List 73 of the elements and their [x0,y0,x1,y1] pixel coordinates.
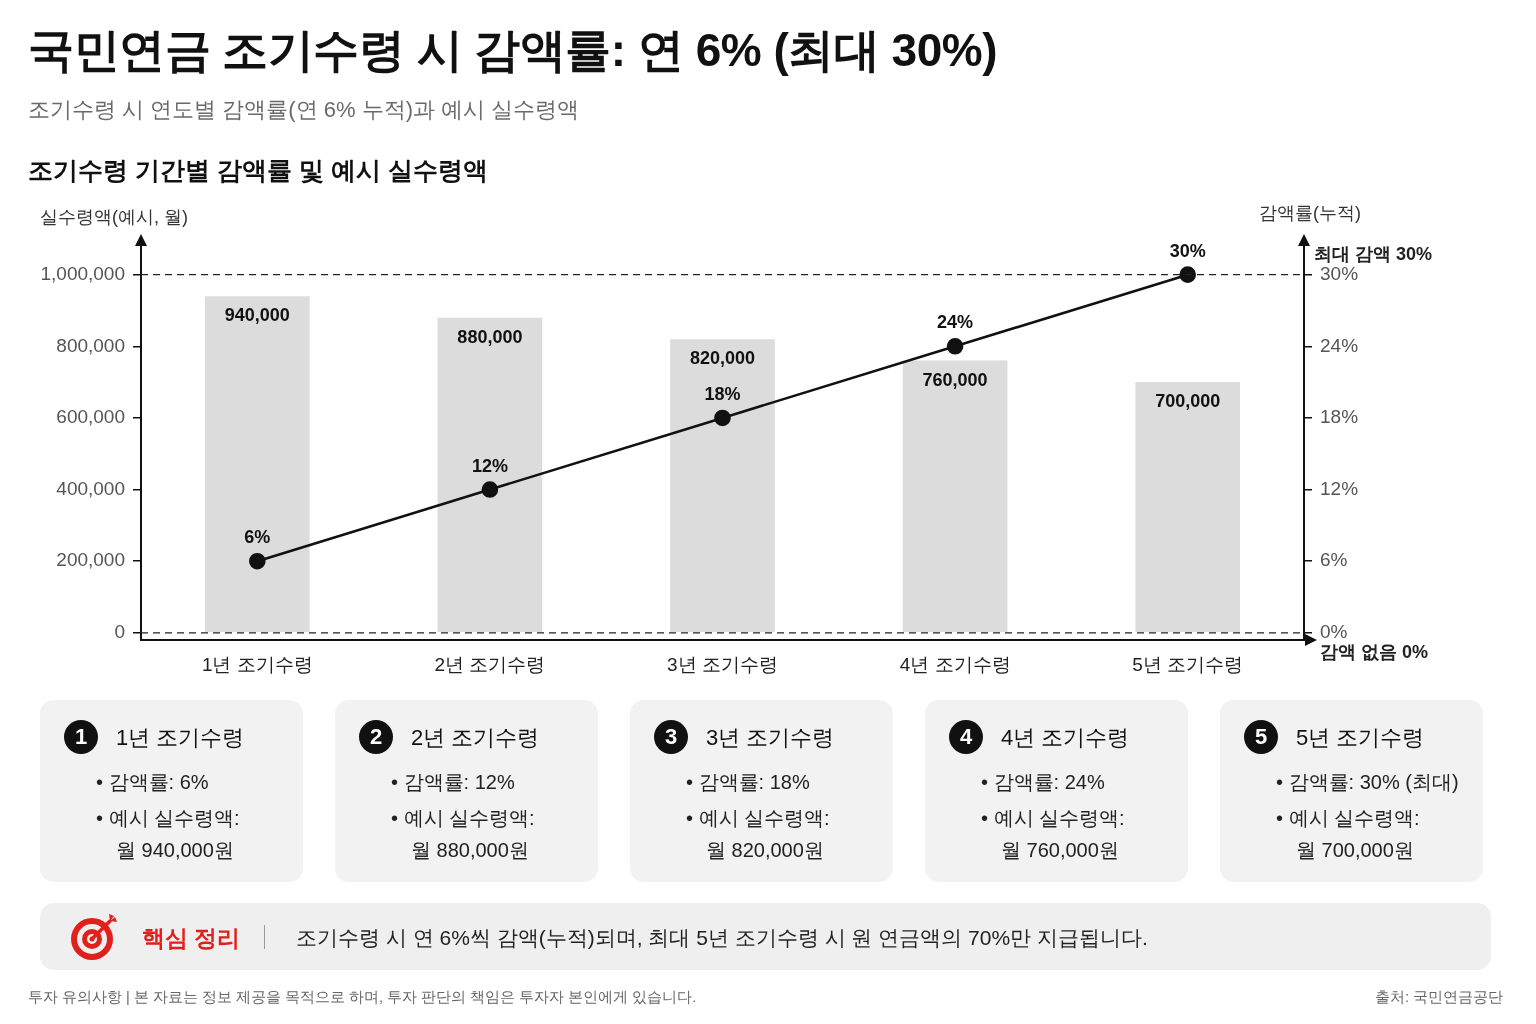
text: 조기수령 시 연 6%씩 감액(누적)되며, 최대 5년 조기수령 시 원 연금액의 70%만 지급됩니다. [296,925,1148,951]
point [249,552,266,570]
data-label: 880,000 [457,326,523,347]
text: 월 820,000원 [706,838,824,863]
point [481,481,499,498]
number-badge: 5 [1244,720,1278,754]
ref-line-label: 최대 감액 30% [1314,243,1433,264]
text: • 예시 실수령액: [981,806,1125,831]
text: • 예시 실수령액: [1276,806,1420,831]
text: 1년 조기수령 [116,724,245,752]
text: • 감액률: 18% [686,770,810,795]
text: 5년 조기수령 [1296,724,1425,752]
bar [902,360,1008,633]
text: 월 700,000원 [1296,838,1414,863]
text: • 감액률: 6% [96,770,209,795]
x-tick-label: 2년 조기수령 [434,653,546,675]
text: 월 880,000원 [411,838,529,863]
y2-tick-label: 6% [1320,549,1348,571]
data-label: 18% [704,383,741,404]
text: • 감액률: 24% [981,770,1105,795]
x-tick-label: 1년 조기수령 [201,653,313,675]
text: 2년 조기수령 [411,724,540,752]
point [714,409,731,427]
chart-subtitle: 조기수령 시 연도별 감액률(연 6% 누적)과 예시 실수령액 [28,96,580,124]
text: • 감액률: 30% (최대) [1276,770,1459,795]
point [946,337,964,355]
y2-axis-title: 감액률(누적) [1259,202,1361,223]
data-label: 12% [471,455,508,476]
bar [1135,382,1241,633]
y2-tick-label: 30% [1320,262,1359,284]
text: 투자 유의사항 | 본 자료는 정보 제공을 목적으로 하며, 투자 판단의 책임은 투자자 본인에게 있습니다. [28,988,697,1007]
y-tick-label: 800,000 [56,334,125,356]
y2-tick-label: 24% [1320,334,1359,356]
text: • 예시 실수령액: [391,806,535,831]
text: 조기수령 기간별 감액률 및 예시 실수령액 [28,155,488,186]
data-label: 760,000 [922,369,988,390]
data-label: 820,000 [689,348,756,369]
text: 4년 조기수령 [1001,724,1130,752]
y2-tick-label: 18% [1320,406,1359,428]
x-tick-label: 5년 조기수령 [1132,653,1244,675]
data-label: 940,000 [224,305,290,326]
number-badge: 1 [64,720,98,754]
x-tick-label: 3년 조기수령 [667,653,778,675]
source-note: 출처: 국민연금공단 [1374,988,1503,1007]
text: • 감액률: 12% [391,770,515,795]
point [1179,266,1196,283]
bar [670,339,775,633]
text: 월 940,000원 [116,838,234,863]
y2-tick-label: 0% [1320,621,1348,643]
text: 월 760,000원 [1001,838,1119,863]
data-label: 700,000 [1155,391,1221,412]
data-label: 30% [1169,240,1206,261]
number-badge: 3 [654,720,688,754]
y2-tick-label: 12% [1320,477,1359,499]
number-badge: 4 [949,720,983,754]
y-tick-label: 200,000 [56,549,125,571]
chart-title: 국민연금 조기수령 시 감액률: 연 6% (최대 30%) [28,23,997,78]
text: • 예시 실수령액: [96,806,240,831]
y-tick-label: 1,000,000 [40,262,125,284]
bar [437,317,543,633]
x-tick-label: 4년 조기수령 [899,653,1011,675]
text: 핵심 정리 [142,924,241,953]
text: • 예시 실수령액: [686,806,830,831]
number-badge: 2 [359,720,393,754]
y-axis-title: 실수령액(예시, 월) [40,206,188,227]
bar [204,296,310,633]
y-tick-label: 0 [114,621,125,643]
text: 3년 조기수령 [706,724,835,752]
data-label: 24% [937,312,974,333]
ref-line-label: 감액 없음 0% [1320,641,1429,662]
y-tick-label: 600,000 [56,406,125,428]
data-label: 6% [244,527,271,548]
y-tick-label: 400,000 [56,477,125,499]
